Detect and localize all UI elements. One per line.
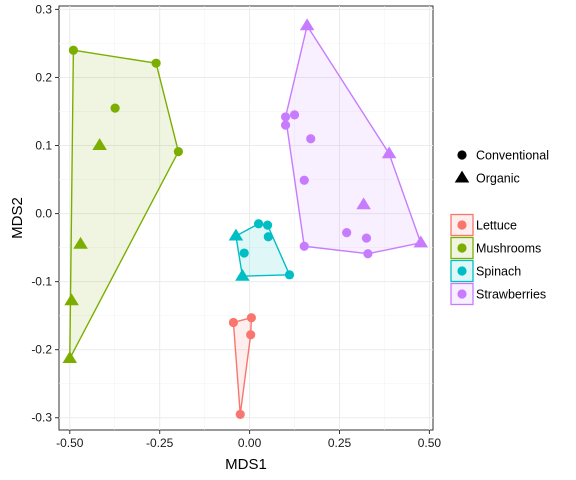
point-mushrooms-conventional <box>151 58 161 68</box>
point-mushrooms-conventional <box>110 103 120 113</box>
legend-label-lettuce: Lettuce <box>476 219 517 233</box>
y-axis-title: MDS2 <box>9 197 26 239</box>
point-mushrooms-organic <box>73 236 88 249</box>
legend-color: Lettuce Mushrooms Spinach Strawberries <box>450 213 546 306</box>
x-tick-label: 0.50 <box>418 436 442 450</box>
x-tick-label: 0.00 <box>238 436 262 450</box>
legend-label-conventional: Conventional <box>476 149 549 163</box>
y-tick-label: 0.0 <box>35 207 52 221</box>
y-tick-label: 0.1 <box>35 139 52 153</box>
x-tick-label: -0.25 <box>146 436 174 450</box>
point-mushrooms-conventional <box>68 45 78 55</box>
point-strawberries-organic <box>381 146 397 159</box>
y-tick-label: 0.3 <box>35 2 52 16</box>
legend-label-organic: Organic <box>476 172 520 186</box>
plot-panel <box>58 5 434 431</box>
x-tick-label: -0.50 <box>56 436 84 450</box>
legend-key-dot <box>457 266 467 276</box>
point-strawberries-conventional <box>299 241 309 251</box>
legend-shape: Conventional Organic <box>454 149 549 186</box>
point-lettuce-conventional <box>228 317 239 328</box>
point-spinach-organic <box>228 228 244 241</box>
legend-key-dot <box>457 243 467 253</box>
point-lettuce-conventional <box>235 409 245 419</box>
point-strawberries-conventional <box>280 120 291 130</box>
point-lettuce-conventional <box>246 330 256 340</box>
point-strawberries-conventional <box>306 134 316 144</box>
point-mushrooms-conventional <box>173 147 183 157</box>
point-spinach-conventional <box>262 220 273 230</box>
point-spinach-conventional <box>239 248 249 258</box>
point-mushrooms-organic <box>92 138 107 151</box>
point-strawberries-conventional <box>289 110 300 120</box>
legend-label-strawberries: Strawberries <box>476 288 546 302</box>
point-strawberries-organic <box>413 235 429 248</box>
legend-label-spinach: Spinach <box>476 265 521 279</box>
legend-key-conventional <box>457 150 467 160</box>
legend-key-dot <box>457 220 467 230</box>
point-strawberries-organic <box>299 18 315 31</box>
legend-label-mushrooms: Mushrooms <box>476 242 541 256</box>
y-tick-label: -0.3 <box>31 411 52 425</box>
x-tick-label: 0.25 <box>328 436 352 450</box>
point-lettuce-conventional <box>246 313 256 323</box>
point-strawberries-conventional <box>363 249 373 259</box>
point-strawberries-conventional <box>361 233 372 243</box>
point-spinach-conventional <box>263 232 273 242</box>
y-tick-label: 0.2 <box>35 70 52 84</box>
y-tick-label: -0.2 <box>31 343 52 357</box>
point-mushrooms-organic <box>64 293 79 306</box>
point-mushrooms-organic <box>62 351 78 364</box>
point-spinach-conventional <box>253 219 264 229</box>
legend-key-dot <box>457 289 467 299</box>
point-spinach-organic <box>235 268 250 281</box>
y-tick-label: -0.1 <box>31 275 52 289</box>
axes: -0.50 -0.25 0.00 0.25 0.50 0.3 0.2 0.1 0.0 -0.1 -0… <box>31 2 441 450</box>
point-strawberries-organic <box>356 197 371 210</box>
x-axis-title: MDS1 <box>225 456 267 473</box>
point-spinach-conventional <box>284 270 295 280</box>
point-strawberries-conventional <box>342 228 352 238</box>
legend-key-organic <box>454 170 470 183</box>
point-strawberries-conventional <box>280 112 291 122</box>
data-points <box>62 18 429 419</box>
point-strawberries-conventional <box>299 175 309 185</box>
